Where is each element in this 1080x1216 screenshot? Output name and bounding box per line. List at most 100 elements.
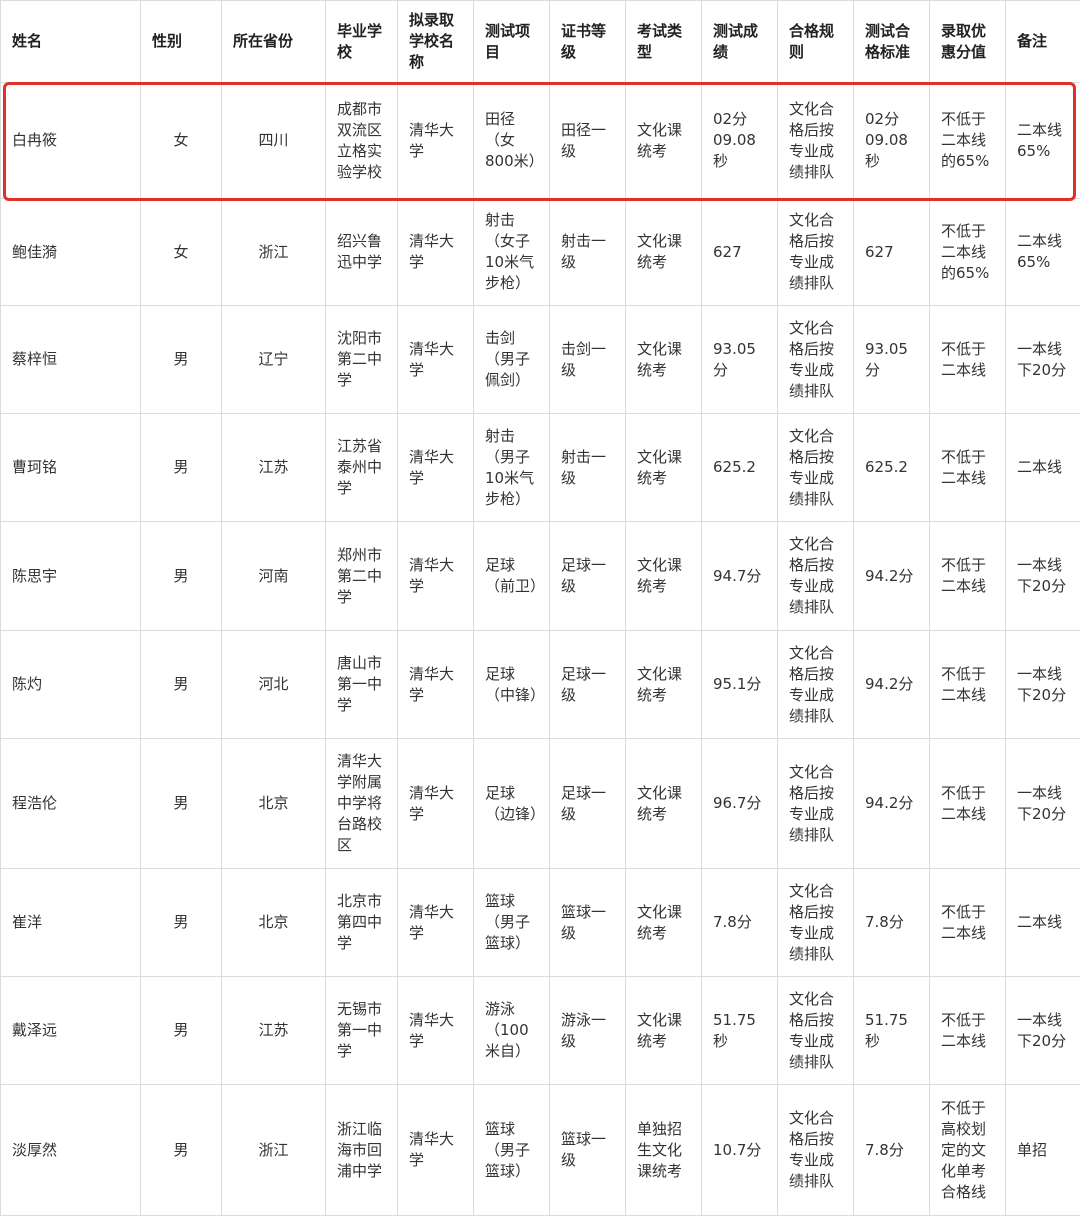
table-cell: 文化课统考: [626, 83, 702, 199]
table-cell: 田径一级: [550, 83, 626, 199]
table-cell: 文化课统考: [626, 306, 702, 414]
table-cell: 清华大学: [398, 414, 474, 522]
table-cell: 不低于二本线: [930, 977, 1006, 1085]
table-cell: 陈灼: [1, 631, 141, 739]
table-cell: 白冉筱: [1, 83, 141, 199]
table-cell: 北京: [222, 739, 326, 869]
table-cell: 不低于二本线: [930, 414, 1006, 522]
header-cell: 姓名: [1, 1, 141, 83]
table-cell: 足球（中锋）: [474, 631, 550, 739]
table-cell: 不低于二本线: [930, 869, 1006, 977]
table-cell: 田径（女800米）: [474, 83, 550, 199]
header-cell: 拟录取学校名称: [398, 1, 474, 83]
table-cell: 北京市第四中学: [326, 869, 398, 977]
table-cell: 不低于二本线: [930, 522, 1006, 631]
table-cell: 足球（前卫）: [474, 522, 550, 631]
header-cell: 测试成绩: [702, 1, 778, 83]
table-cell: 男: [141, 869, 222, 977]
table-cell: 文化合格后按专业成绩排队: [778, 522, 854, 631]
header-cell: 证书等级: [550, 1, 626, 83]
table-cell: 94.2分: [854, 739, 930, 869]
table-cell: 清华大学: [398, 83, 474, 199]
table-cell: 93.05分: [702, 306, 778, 414]
table-cell: 02分09.08秒: [854, 83, 930, 199]
table-cell: 射击一级: [550, 199, 626, 306]
table-cell: 不低于二本线的65%: [930, 83, 1006, 199]
table-cell: 文化课统考: [626, 414, 702, 522]
header-cell: 合格规则: [778, 1, 854, 83]
table-cell: 清华大学: [398, 306, 474, 414]
table-cell: 文化课统考: [626, 631, 702, 739]
table-cell: 郑州市第二中学: [326, 522, 398, 631]
table-cell: 女: [141, 83, 222, 199]
table-cell: 627: [702, 199, 778, 306]
table-cell: 射击一级: [550, 414, 626, 522]
table-cell: 成都市双流区立格实验学校: [326, 83, 398, 199]
table-cell: 不低于二本线: [930, 306, 1006, 414]
table-cell: 清华大学: [398, 199, 474, 306]
table-cell: 二本线: [1006, 414, 1080, 522]
table-cell: 射击（女子10米气步枪）: [474, 199, 550, 306]
table-cell: 男: [141, 977, 222, 1085]
table-cell: 击剑（男子佩剑）: [474, 306, 550, 414]
table-cell: 浙江临海市回浦中学: [326, 1085, 398, 1216]
table-body: 白冉筱女四川成都市双流区立格实验学校清华大学田径（女800米）田径一级文化课统考…: [1, 83, 1080, 1216]
table-cell: 浙江: [222, 1085, 326, 1216]
table-cell: 清华大学: [398, 1085, 474, 1216]
table-cell: 7.8分: [854, 1085, 930, 1216]
table-cell: 不低于二本线的65%: [930, 199, 1006, 306]
table-cell: 篮球（男子篮球）: [474, 1085, 550, 1216]
table-cell: 51.75秒: [854, 977, 930, 1085]
table-cell: 二本线65%: [1006, 83, 1080, 199]
table-cell: 戴泽远: [1, 977, 141, 1085]
table-cell: 河北: [222, 631, 326, 739]
table-cell: 唐山市第一中学: [326, 631, 398, 739]
table-cell: 94.2分: [854, 631, 930, 739]
table-cell: 二本线65%: [1006, 199, 1080, 306]
table-cell: 一本线下20分: [1006, 977, 1080, 1085]
table-cell: 文化合格后按专业成绩排队: [778, 869, 854, 977]
header-cell: 考试类型: [626, 1, 702, 83]
table-cell: 文化合格后按专业成绩排队: [778, 199, 854, 306]
table-cell: 曹珂铭: [1, 414, 141, 522]
table-cell: 击剑一级: [550, 306, 626, 414]
table-cell: 不低于二本线: [930, 739, 1006, 869]
table-cell: 清华大学: [398, 631, 474, 739]
table-cell: 篮球一级: [550, 1085, 626, 1216]
header-row: 姓名性别所在省份毕业学校拟录取学校名称测试项目证书等级考试类型测试成绩合格规则测…: [1, 1, 1080, 83]
table-cell: 清华大学: [398, 869, 474, 977]
table-cell: 江苏省泰州中学: [326, 414, 398, 522]
table-cell: 7.8分: [854, 869, 930, 977]
table-cell: 篮球一级: [550, 869, 626, 977]
table-cell: 一本线下20分: [1006, 739, 1080, 869]
table-cell: 文化课统考: [626, 977, 702, 1085]
table-cell: 绍兴鲁迅中学: [326, 199, 398, 306]
table-cell: 程浩伦: [1, 739, 141, 869]
table-cell: 93.05分: [854, 306, 930, 414]
table-cell: 北京: [222, 869, 326, 977]
table-cell: 射击（男子10米气步枪）: [474, 414, 550, 522]
table-cell: 崔洋: [1, 869, 141, 977]
table-cell: 文化课统考: [626, 869, 702, 977]
table-cell: 96.7分: [702, 739, 778, 869]
header-cell: 性别: [141, 1, 222, 83]
table-cell: 单独招生文化课统考: [626, 1085, 702, 1216]
table-cell: 辽宁: [222, 306, 326, 414]
table-row: 白冉筱女四川成都市双流区立格实验学校清华大学田径（女800米）田径一级文化课统考…: [1, 83, 1080, 199]
table-row: 淡厚然男浙江浙江临海市回浦中学清华大学篮球（男子篮球）篮球一级单独招生文化课统考…: [1, 1085, 1080, 1216]
table-cell: 627: [854, 199, 930, 306]
table-cell: 单招: [1006, 1085, 1080, 1216]
table-cell: 94.2分: [854, 522, 930, 631]
table-cell: 不低于高校划定的文化单考合格线: [930, 1085, 1006, 1216]
table-cell: 游泳（100米自）: [474, 977, 550, 1085]
header-cell: 备注: [1006, 1, 1080, 83]
table-cell: 无锡市第一中学: [326, 977, 398, 1085]
table-cell: 篮球（男子篮球）: [474, 869, 550, 977]
table-cell: 河南: [222, 522, 326, 631]
